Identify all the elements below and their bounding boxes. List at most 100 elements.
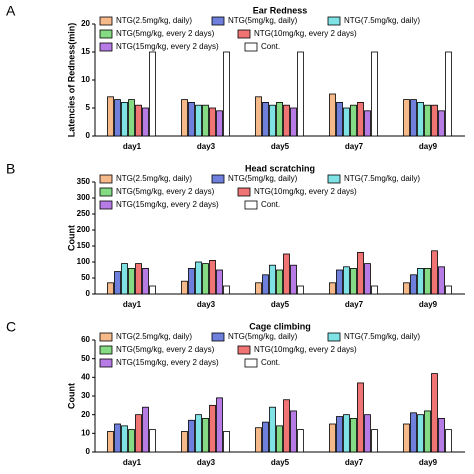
bar [209,404,216,453]
legend-label: NTG(10mg/kg, every 2 days) [254,29,357,38]
legend-label: NTG(2.5mg/kg, daily) [116,332,192,341]
bar [343,107,350,137]
y-tick-label: 30 [81,391,90,400]
bar [181,280,188,295]
bar [357,102,364,137]
bar [195,104,202,137]
legend-swatch [99,332,113,342]
bar [329,423,336,453]
x-tick-label: day5 [271,458,290,467]
bar [114,271,121,295]
x-tick-label: day3 [197,458,216,467]
bar [195,414,202,453]
legend-swatch [327,332,341,342]
bar [350,417,357,453]
legend-label: NTG(2.5mg/kg, daily) [116,174,192,183]
legend-label: NTG(5mg/kg, every 2 days) [116,29,215,38]
bar [424,104,431,137]
bar [142,406,149,453]
bar [107,431,114,453]
bar [445,429,452,453]
y-tick-label: 20 [81,19,90,28]
bar [364,110,371,137]
bar [364,414,371,453]
bar [269,104,276,137]
legend-label: NTG(7.5mg/kg, daily) [344,332,420,341]
legend-swatch [99,187,113,197]
bar [438,110,445,137]
bar [276,102,283,137]
bar [336,416,343,453]
panel-label: A [6,3,16,19]
legend-label: NTG(15mg/kg, every 2 days) [116,358,219,367]
bar [431,104,438,137]
y-tick-label: 250 [77,209,91,218]
bar [202,104,209,137]
bar [142,107,149,137]
bar [195,261,202,295]
bar [424,267,431,295]
y-tick-label: 100 [77,257,91,266]
chart-title: Ear Redness [253,5,308,15]
bar [357,251,364,295]
bar [276,269,283,295]
bar [290,264,297,295]
y-axis-label: Count [66,225,76,251]
legend-swatch [327,16,341,26]
legend-label: Cont. [261,42,280,51]
bar [343,266,350,295]
y-tick-label: 350 [77,177,91,186]
y-tick-label: 10 [81,428,90,437]
bar [336,269,343,295]
bar [114,423,121,453]
bar [216,110,223,137]
bar [329,282,336,295]
y-tick-label: 15 [81,47,90,56]
y-axis-label: Count [66,383,76,409]
bar [121,263,128,295]
legend-label: NTG(5mg/kg, daily) [228,174,298,183]
bar [262,421,269,453]
bar [262,102,269,137]
bar [262,274,269,295]
legend-swatch [244,358,258,368]
y-tick-label: 0 [86,447,91,456]
bar [107,96,114,137]
legend-label: NTG(5mg/kg, daily) [228,16,298,25]
bar [438,266,445,295]
legend-label: NTG(2.5mg/kg, daily) [116,16,192,25]
legend-label: Cont. [261,358,280,367]
bar [438,417,445,453]
bar [149,285,156,295]
y-tick-label: 50 [81,273,90,282]
bar [431,250,438,295]
bar [410,99,417,137]
bar [297,429,304,453]
bar [188,102,195,137]
bar [142,267,149,295]
bar [403,423,410,453]
bar [417,102,424,137]
x-tick-label: day1 [123,458,142,467]
bar [410,274,417,295]
legend-swatch [211,16,225,26]
bar [128,99,135,137]
legend-label: NTG(15mg/kg, every 2 days) [116,42,219,51]
y-tick-label: 50 [81,354,90,363]
bar [135,104,142,137]
bar [202,263,209,295]
bar [188,267,195,295]
bar [216,269,223,295]
bar [107,282,114,295]
legend-swatch [99,42,113,52]
y-tick-label: 0 [86,131,91,140]
legend-label: NTG(5mg/kg, every 2 days) [116,345,215,354]
bar [121,425,128,453]
bar [121,102,128,137]
bar [283,253,290,295]
x-tick-label: day7 [345,300,364,309]
x-tick-label: day1 [123,300,142,309]
legend-swatch [237,29,251,39]
legend-label: NTG(10mg/kg, every 2 days) [254,345,357,354]
bar [283,399,290,453]
